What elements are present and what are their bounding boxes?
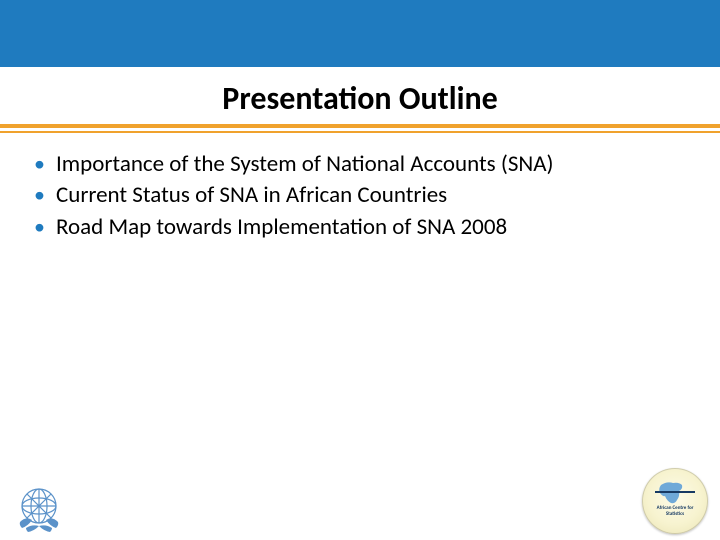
- slide-title: Presentation Outline: [0, 67, 720, 124]
- top-band: [0, 0, 720, 67]
- slide: Presentation Outline Importance of the S…: [0, 0, 720, 540]
- content-area: Importance of the System of National Acc…: [30, 150, 690, 244]
- acs-badge-line2: Statistics: [657, 512, 694, 518]
- bullet-item: Road Map towards Implementation of SNA 2…: [30, 213, 690, 242]
- title-underline-secondary: [0, 131, 720, 133]
- bullet-item: Current Status of SNA in African Countri…: [30, 181, 690, 210]
- un-emblem-icon: [8, 482, 70, 534]
- acs-badge: African Centre for Statistics: [642, 468, 708, 534]
- bullet-item: Importance of the System of National Acc…: [30, 150, 690, 179]
- bullet-list: Importance of the System of National Acc…: [30, 150, 690, 242]
- title-area: Presentation Outline: [0, 67, 720, 133]
- acs-badge-circle: African Centre for Statistics: [642, 468, 708, 534]
- acs-badge-text: African Centre for Statistics: [657, 506, 694, 517]
- un-logo: [8, 482, 70, 534]
- africa-map-icon: [655, 479, 695, 505]
